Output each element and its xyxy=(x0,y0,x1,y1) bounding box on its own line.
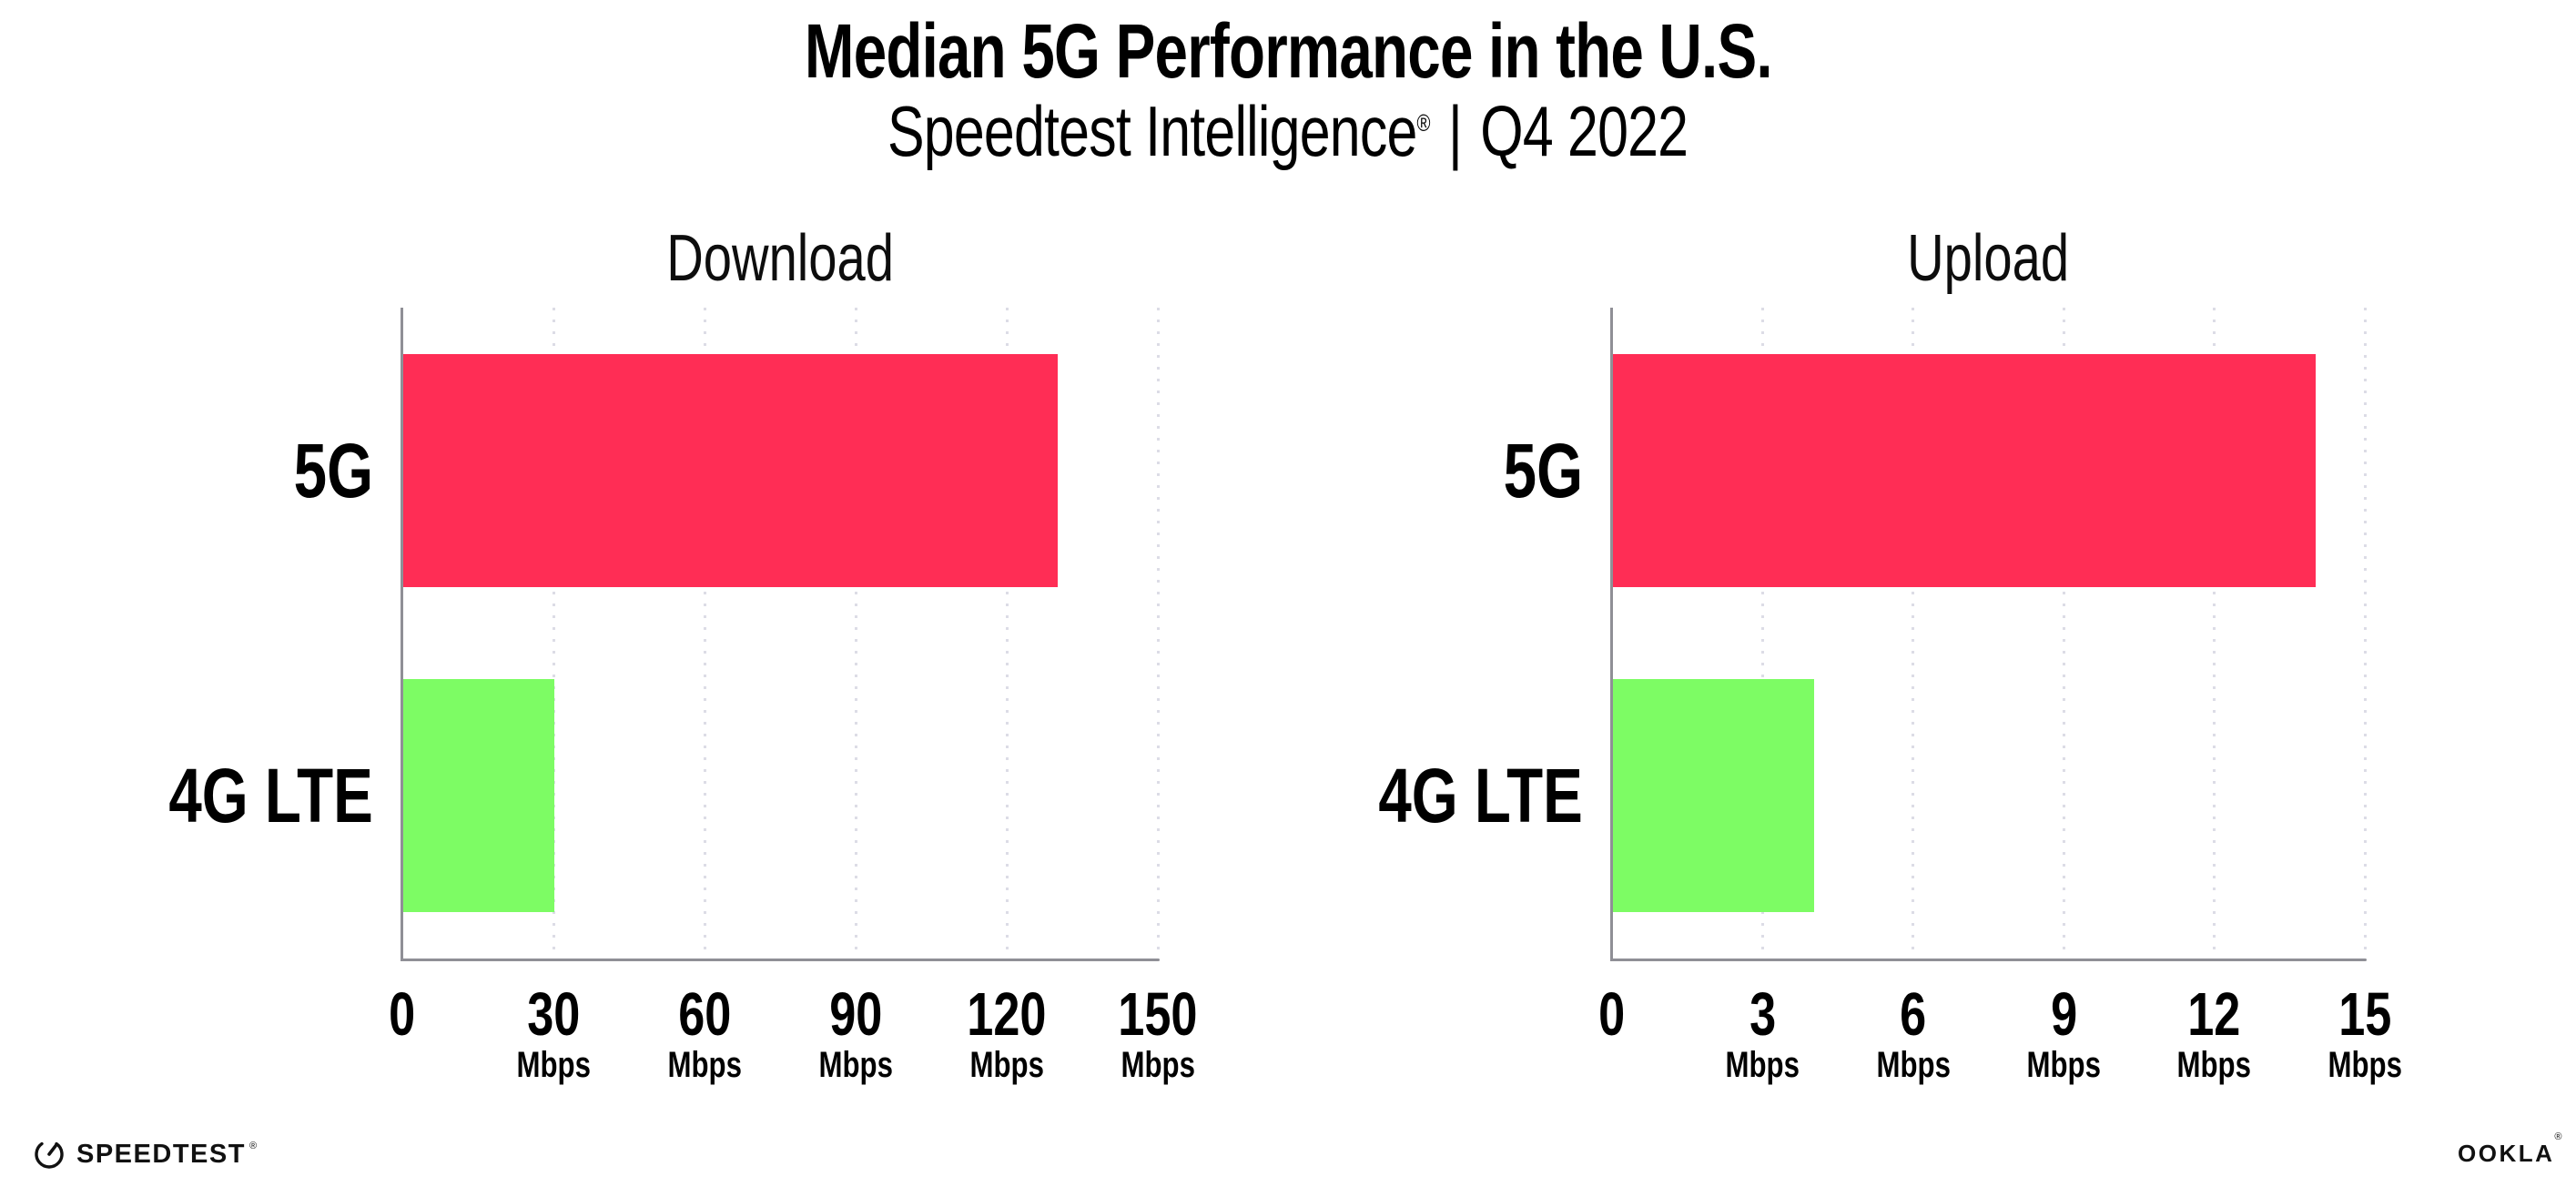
ookla-logo: OOKLA® xyxy=(2458,1131,2562,1168)
tick-label-download-60-text: 60 xyxy=(677,980,732,1049)
registered-trademark-icon: ® xyxy=(1416,109,1431,137)
gridline-upload-15 xyxy=(2363,308,2367,959)
tick-label-upload-12-text: 12 xyxy=(2187,980,2241,1049)
tick-unit-upload-12-text: Mbps xyxy=(2176,1045,2252,1085)
ookla-registered-icon: ® xyxy=(2554,1131,2562,1142)
tick-label-upload-9-text: 9 xyxy=(2050,980,2077,1049)
gridline-upload-3 xyxy=(1760,308,1764,959)
speedtest-wordmark: SPEEDTEST xyxy=(76,1139,246,1169)
subtitle-separator: | xyxy=(1448,91,1463,171)
gridline-download-150 xyxy=(1156,308,1160,959)
tick-unit-download-30: Mbps xyxy=(453,1045,654,1085)
tick-label-download-30: 30 xyxy=(453,983,654,1047)
tick-unit-upload-3: Mbps xyxy=(1662,1045,1862,1085)
tick-unit-download-120-text: Mbps xyxy=(969,1045,1044,1085)
bar-4g-lte-upload xyxy=(1613,679,1814,913)
bar-5g-download xyxy=(403,353,1059,587)
ookla-wordmark: OOKLA xyxy=(2458,1140,2555,1167)
gridline-download-60 xyxy=(703,308,706,959)
chart-title-download: Download xyxy=(402,224,1158,293)
tick-label-download-150: 150 xyxy=(1058,983,1258,1047)
tick-label-download-60: 60 xyxy=(604,983,805,1047)
tick-unit-upload-9-text: Mbps xyxy=(2026,1045,2101,1085)
tick-unit-download-150: Mbps xyxy=(1058,1045,1258,1085)
chart-title-upload-text: Upload xyxy=(1907,222,2070,295)
tick-label-download-120-text: 120 xyxy=(967,980,1047,1049)
tick-unit-upload-6: Mbps xyxy=(1813,1045,2013,1085)
tick-unit-download-150-text: Mbps xyxy=(1121,1045,1195,1085)
category-label-4g-lte-download: 4G LTE xyxy=(0,754,373,837)
category-label-5g-download-text: 5G xyxy=(293,427,373,513)
gridline-upload-12 xyxy=(2213,308,2216,959)
gridline-upload-9 xyxy=(2062,308,2065,959)
tick-label-upload-6-text: 6 xyxy=(1900,980,1927,1049)
tick-unit-download-90: Mbps xyxy=(756,1045,956,1085)
tick-label-upload-3-text: 3 xyxy=(1749,980,1776,1049)
bar-5g-upload xyxy=(1613,353,2316,587)
y-axis-upload xyxy=(1610,308,1613,961)
chart-title-upload: Upload xyxy=(1612,224,2365,293)
tick-label-upload-9: 9 xyxy=(1963,983,2164,1047)
gridline-download-120 xyxy=(1005,308,1009,959)
tick-label-upload-3: 3 xyxy=(1662,983,1862,1047)
x-axis-download xyxy=(401,959,1160,961)
speedtest-registered-icon: ® xyxy=(248,1141,258,1151)
tick-unit-upload-9: Mbps xyxy=(1963,1045,2164,1085)
tick-unit-upload-15: Mbps xyxy=(2265,1045,2465,1085)
tick-label-download-0-text: 0 xyxy=(389,980,416,1049)
category-label-5g-upload: 5G xyxy=(1184,429,1583,512)
speedtest-logo: SPEEDTEST ® xyxy=(33,1136,257,1172)
tick-label-upload-15-text: 15 xyxy=(2338,980,2392,1049)
tick-unit-upload-3-text: Mbps xyxy=(1725,1045,1800,1085)
subtitle-period: Q4 2022 xyxy=(1480,91,1689,171)
tick-label-download-90-text: 90 xyxy=(828,980,883,1049)
tick-unit-upload-15-text: Mbps xyxy=(2328,1045,2402,1085)
speedtest-gauge-icon xyxy=(35,1141,64,1169)
page-subtitle: Speedtest Intelligence® | Q4 2022 xyxy=(0,91,2576,173)
bar-4g-lte-download xyxy=(403,679,554,913)
category-label-4g-lte-upload-text: 4G LTE xyxy=(1378,753,1583,839)
chart-title-download-text: Download xyxy=(666,222,894,295)
category-label-4g-lte-download-text: 4G LTE xyxy=(168,753,373,839)
page-subtitle-text: Speedtest Intelligence® | Q4 2022 xyxy=(887,91,1689,173)
tick-label-upload-0-text: 0 xyxy=(1598,980,1626,1049)
tick-unit-download-120: Mbps xyxy=(907,1045,1107,1085)
tick-unit-upload-6-text: Mbps xyxy=(1876,1045,1951,1085)
tick-unit-upload-12: Mbps xyxy=(2115,1045,2315,1085)
tick-label-upload-12: 12 xyxy=(2115,983,2315,1047)
tick-label-upload-15: 15 xyxy=(2265,983,2465,1047)
gridline-upload-6 xyxy=(1912,308,1915,959)
x-axis-upload xyxy=(1610,959,2367,961)
subtitle-brand: Speedtest Intelligence xyxy=(887,91,1417,171)
tick-label-upload-6: 6 xyxy=(1813,983,2013,1047)
tick-label-download-90: 90 xyxy=(756,983,956,1047)
tick-unit-download-30-text: Mbps xyxy=(516,1045,591,1085)
tick-label-upload-0: 0 xyxy=(1512,983,1712,1047)
tick-label-download-120: 120 xyxy=(907,983,1107,1047)
tick-unit-download-90-text: Mbps xyxy=(818,1045,893,1085)
tick-label-download-150-text: 150 xyxy=(1118,980,1198,1049)
tick-unit-download-60-text: Mbps xyxy=(667,1045,742,1085)
gridline-download-30 xyxy=(552,308,555,959)
category-label-5g-download: 5G xyxy=(0,429,373,512)
page-title-text: Median 5G Performance in the U.S. xyxy=(804,8,1773,94)
y-axis-download xyxy=(401,308,403,961)
tick-label-download-0: 0 xyxy=(302,983,502,1047)
category-label-5g-upload-text: 5G xyxy=(1503,427,1583,513)
gridline-download-90 xyxy=(854,308,857,959)
tick-label-download-30-text: 30 xyxy=(526,980,581,1049)
category-label-4g-lte-upload: 4G LTE xyxy=(1184,754,1583,837)
tick-unit-download-60: Mbps xyxy=(604,1045,805,1085)
page-title: Median 5G Performance in the U.S. xyxy=(0,8,2576,94)
